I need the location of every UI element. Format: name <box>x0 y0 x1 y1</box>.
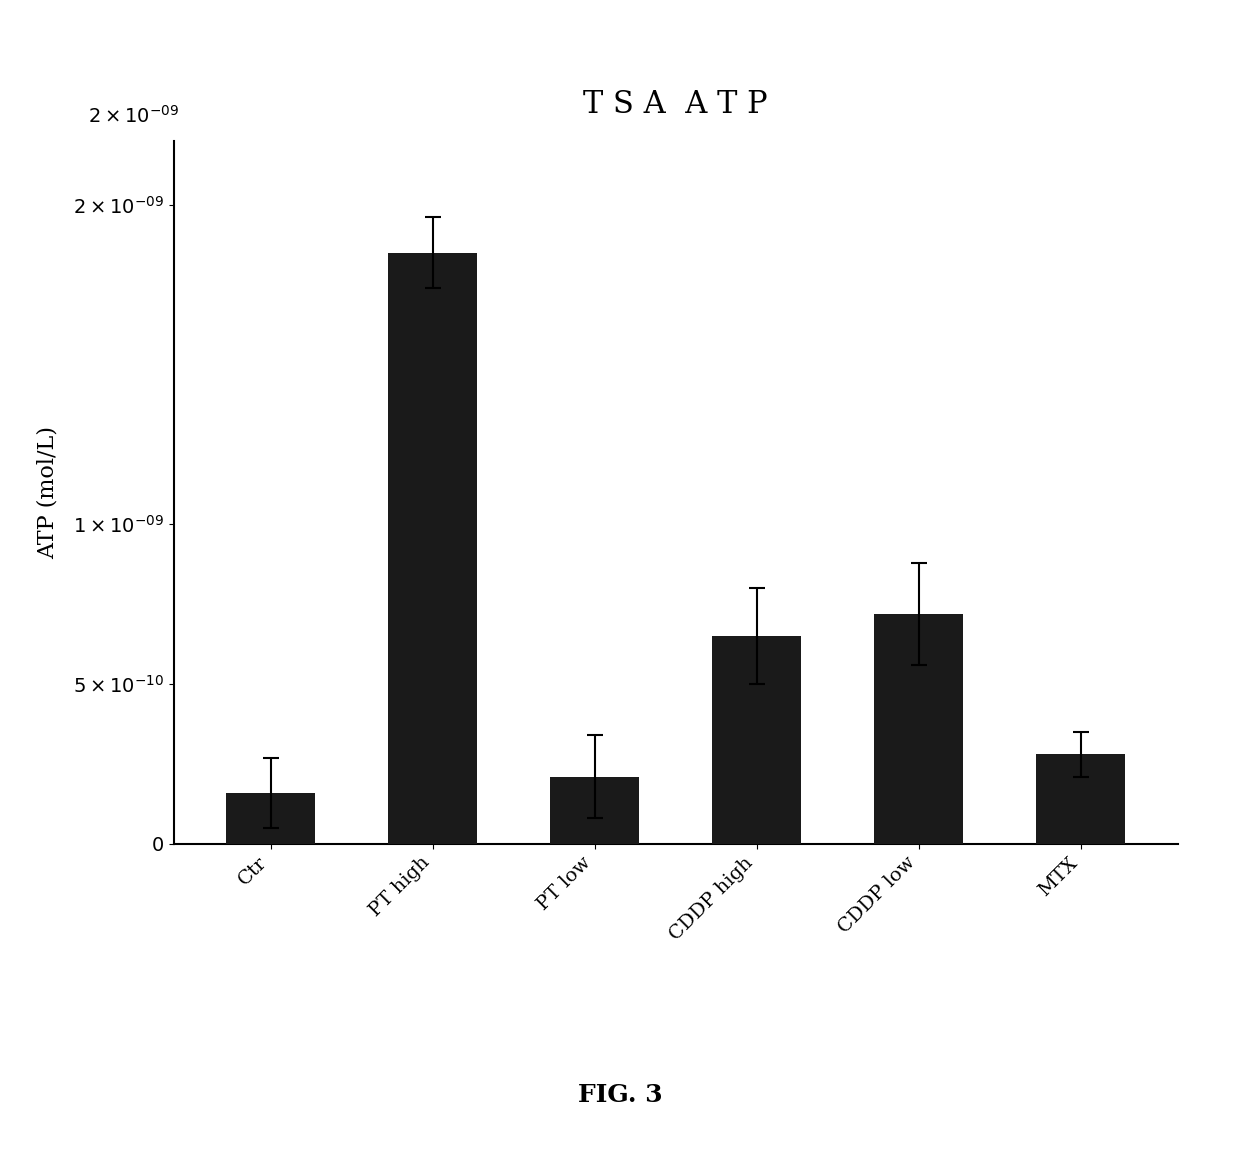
Y-axis label: ATP (mol/L): ATP (mol/L) <box>37 425 58 559</box>
Bar <box>388 252 477 844</box>
Bar <box>1037 755 1126 844</box>
Bar <box>712 636 801 844</box>
Text: $2\times10^{-09}$: $2\times10^{-09}$ <box>88 104 180 127</box>
Bar <box>551 777 640 844</box>
Title: T S A  A T P: T S A A T P <box>584 89 768 120</box>
Text: FIG. 3: FIG. 3 <box>578 1083 662 1106</box>
Bar <box>874 614 963 844</box>
Bar <box>226 792 315 844</box>
